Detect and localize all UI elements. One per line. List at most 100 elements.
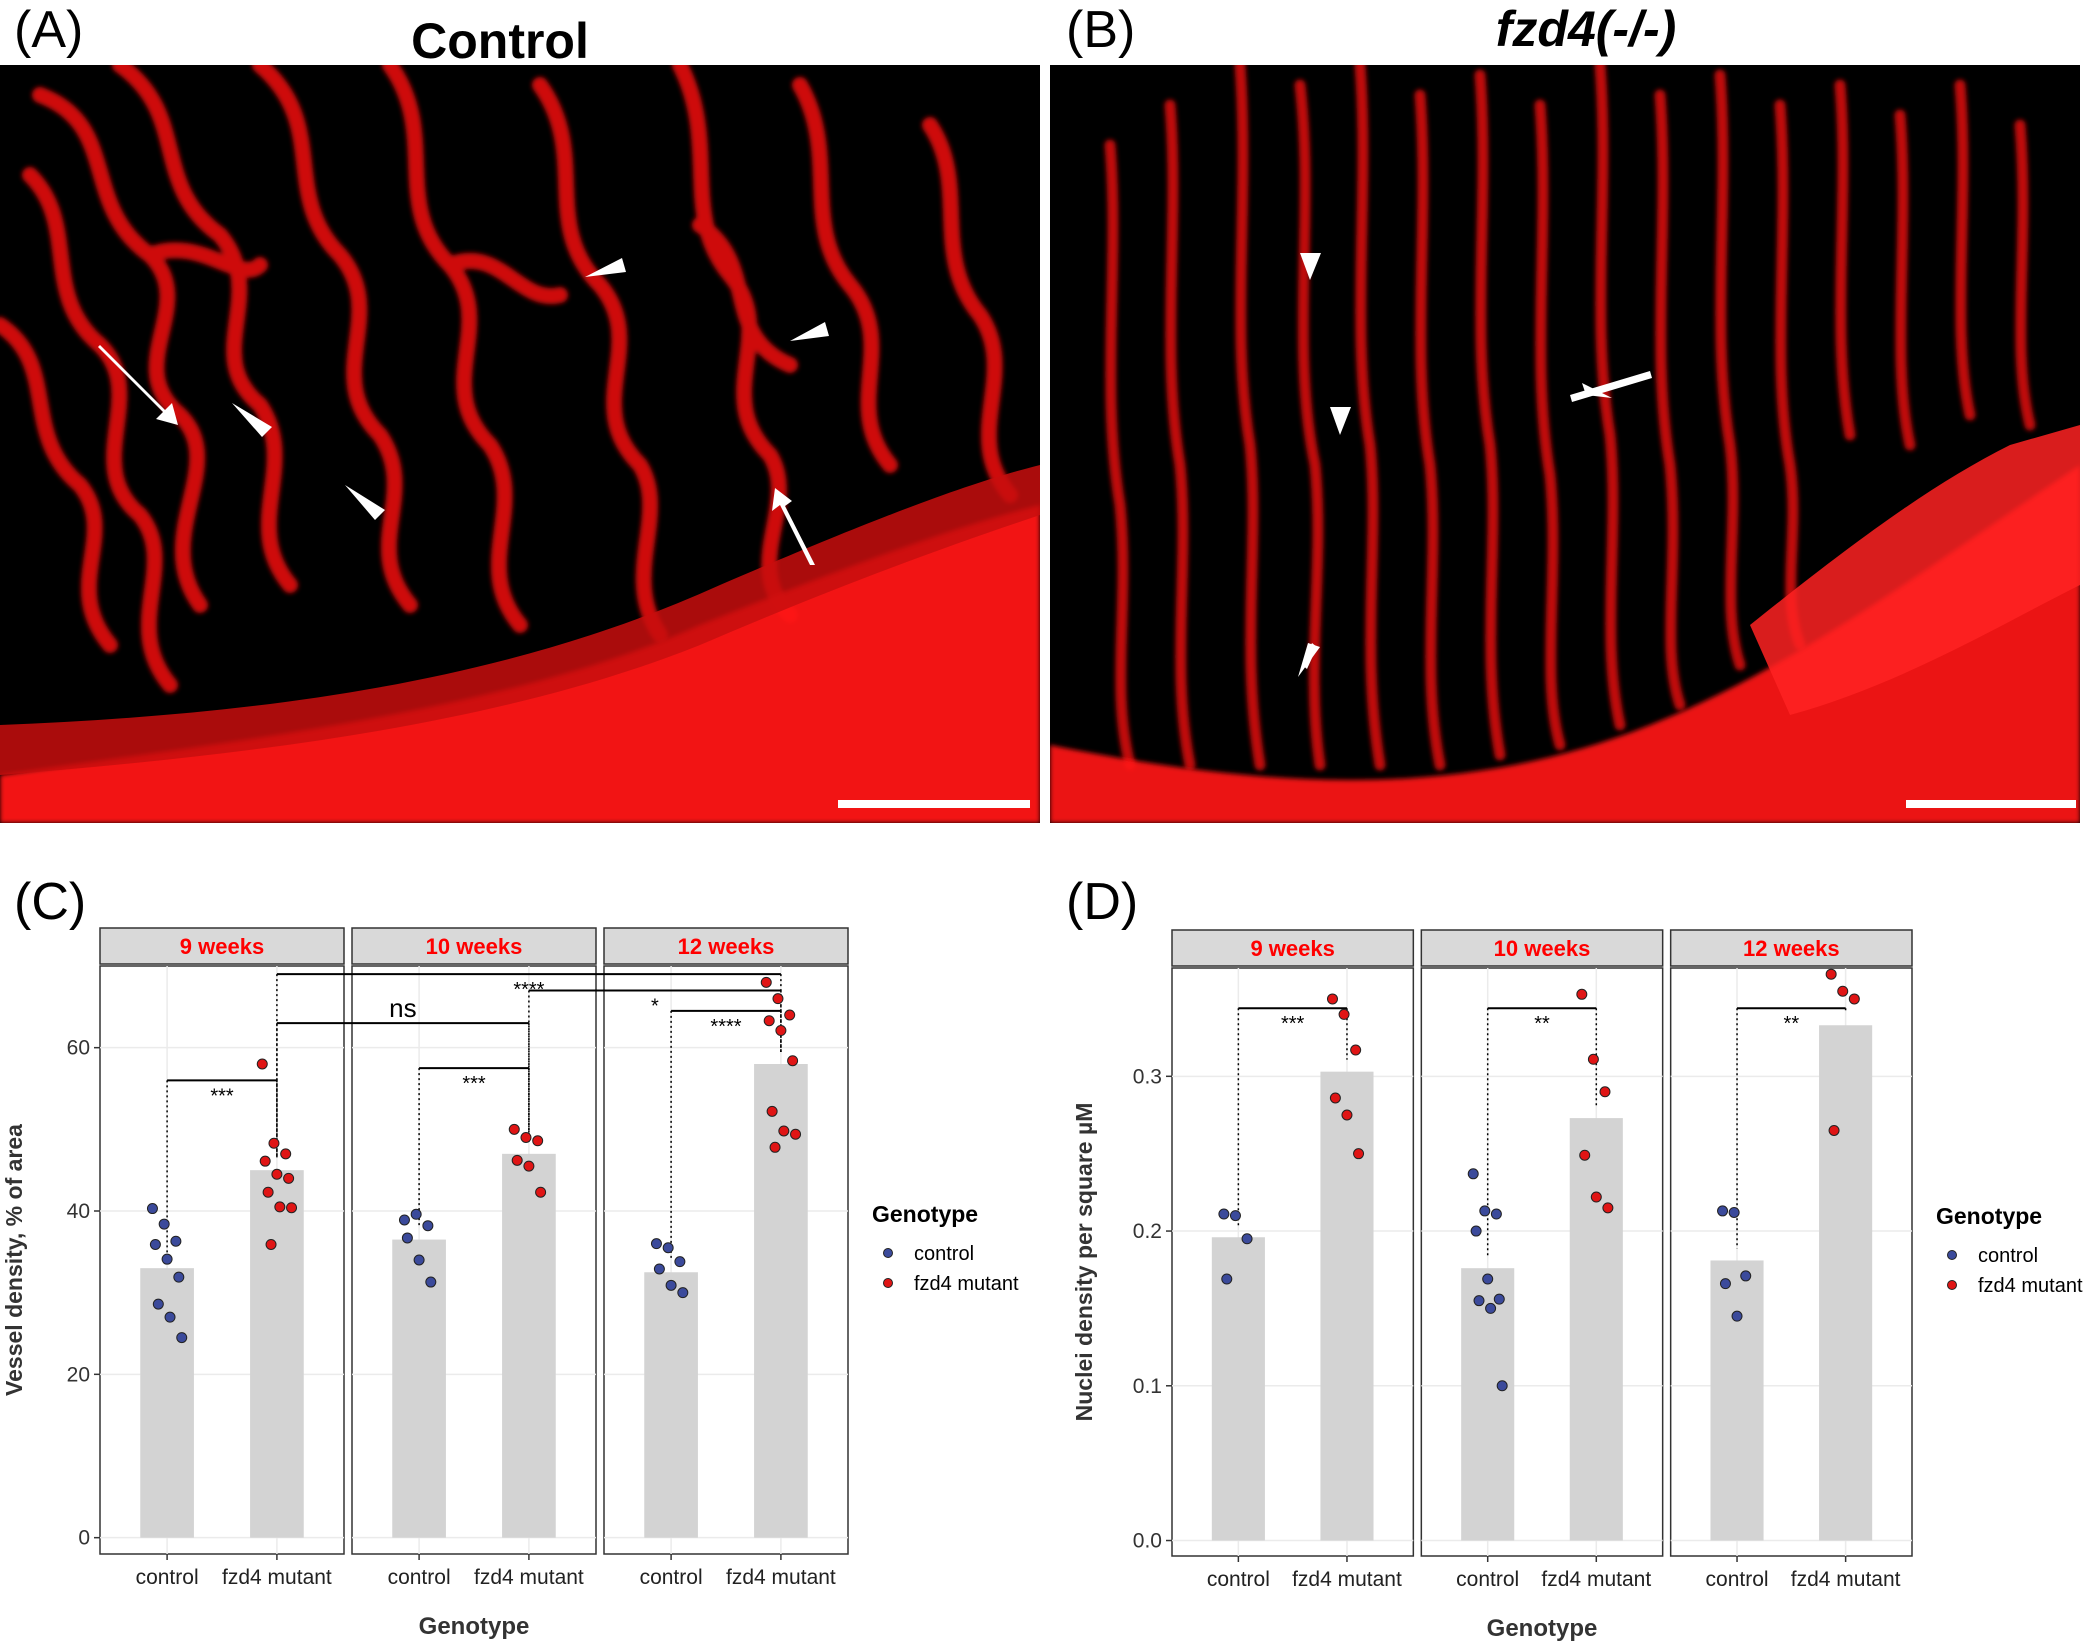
chart-c-ytick-label-0: 0 xyxy=(78,1527,90,1550)
chart-c-facet-label-1: 10 weeks xyxy=(426,934,523,959)
chart-c-point-fzd4-mutant-2-0 xyxy=(760,976,772,988)
chart-c-point-fzd4-mutant-2-3 xyxy=(763,1015,775,1027)
chart-c-panel-2 xyxy=(603,965,849,1555)
chart-c-bar-1-fzd4-mutant xyxy=(502,1153,556,1538)
chart-d-bar-2-control xyxy=(1710,1260,1764,1541)
chart-c-legend-label-0: control xyxy=(914,1243,974,1265)
chart-d-point-control-1-1 xyxy=(1479,1205,1491,1217)
chart-d-point-control-1-7 xyxy=(1485,1302,1497,1314)
chart-d-strip-2 xyxy=(1669,929,1913,967)
chart-c-point-fzd4-mutant-0-5 xyxy=(283,1172,295,1184)
chart-c-ylabel: Vessel density, % of area xyxy=(1,1124,27,1396)
chart-c-point-control-0-2 xyxy=(170,1235,182,1247)
chart-c-point-fzd4-mutant-2-2 xyxy=(784,1009,796,1021)
chart-d-ytick-label-2: 0.2 xyxy=(1133,1220,1162,1243)
chart-d-point-fzd4-mutant-0-0 xyxy=(1326,993,1338,1005)
chart-d-facet-label-1: 10 weeks xyxy=(1494,936,1591,961)
chart-c-xtick-label-2-0: control xyxy=(640,1566,703,1589)
chart-c-point-control-2-4 xyxy=(665,1279,677,1291)
chart-d-point-control-2-0 xyxy=(1717,1205,1729,1217)
chart-d-bar-1-control xyxy=(1461,1268,1515,1541)
chart-c-point-control-0-8 xyxy=(176,1332,188,1344)
micrograph-control xyxy=(0,65,1040,823)
chart-c-point-control-0-4 xyxy=(161,1253,173,1265)
chart-c-strip-1 xyxy=(351,927,597,965)
chart-c-point-fzd4-mutant-1-1 xyxy=(520,1132,532,1143)
chart-c-point-fzd4-mutant-2-5 xyxy=(787,1055,799,1067)
chart-d-point-control-1-2 xyxy=(1490,1208,1502,1220)
chart-d-point-control-1-4 xyxy=(1482,1273,1494,1285)
chart-c-point-control-0-5 xyxy=(173,1271,185,1283)
chart-d-panel-1 xyxy=(1420,967,1664,1557)
chart-d-bar-0-fzd4-mutant xyxy=(1320,1071,1374,1541)
chart-c-strip-2 xyxy=(603,927,849,965)
chart-d-point-fzd4-mutant-1-2 xyxy=(1599,1086,1611,1098)
chart-d-ytick-label-0: 0.0 xyxy=(1133,1530,1162,1553)
chart-c-bar-0-control xyxy=(140,1268,194,1538)
chart-c-bar-2-control xyxy=(644,1272,698,1538)
chart-d-point-fzd4-mutant-0-4 xyxy=(1341,1109,1353,1121)
chart-d-point-control-0-1 xyxy=(1229,1210,1241,1222)
chart-d-point-control-0-2 xyxy=(1241,1233,1253,1245)
chart-c-xlabel: Genotype xyxy=(419,1613,530,1640)
chart-d-point-control-1-6 xyxy=(1473,1295,1485,1307)
chart-d-xtick-label-2-0: control xyxy=(1706,1568,1769,1591)
chart-c-ytick-label-3: 60 xyxy=(67,1037,90,1060)
chart-c-bar-2-fzd4-mutant xyxy=(754,1064,808,1538)
chart-c-legend-title: Genotype xyxy=(872,1201,978,1227)
chart-c-point-control-1-1 xyxy=(410,1208,422,1220)
chart-c-bar-1-control xyxy=(392,1239,446,1538)
chart-d-legend-key-1 xyxy=(1947,1280,1957,1290)
chart-c-point-fzd4-mutant-2-8 xyxy=(790,1128,802,1140)
chart-d-point-control-1-5 xyxy=(1493,1293,1505,1305)
chart-d-bar-1-fzd4-mutant xyxy=(1569,1118,1623,1541)
chart-c-point-control-2-5 xyxy=(677,1287,689,1299)
chart-c-point-fzd4-mutant-2-7 xyxy=(778,1125,790,1137)
chart-d-point-fzd4-mutant-2-3 xyxy=(1828,1124,1840,1136)
panel-b-letter: (B) xyxy=(1066,1,1136,59)
chart-c-point-fzd4-mutant-0-2 xyxy=(280,1148,292,1160)
chart-d-legend-key-0 xyxy=(1947,1250,1957,1260)
chart-d-xtick-label-2-1: fzd4 mutant xyxy=(1791,1568,1901,1591)
chart-d-sig-label-0: *** xyxy=(1281,1013,1305,1035)
chart-c-point-control-0-3 xyxy=(149,1238,161,1250)
chart-c-point-control-2-2 xyxy=(674,1256,686,1268)
chart-d-xtick-label-0-1: fzd4 mutant xyxy=(1292,1568,1402,1591)
chart-c-point-fzd4-mutant-0-6 xyxy=(262,1186,274,1198)
chart-c-point-fzd4-mutant-0-7 xyxy=(274,1201,286,1213)
chart-d-point-fzd4-mutant-2-2 xyxy=(1848,993,1860,1005)
chart-d-point-fzd4-mutant-2-1 xyxy=(1837,985,1849,997)
chart-c-point-control-2-1 xyxy=(662,1242,674,1254)
chart-d-point-control-1-8 xyxy=(1496,1380,1508,1392)
chart-c-point-control-0-0 xyxy=(146,1203,158,1215)
chart-c-point-control-1-4 xyxy=(413,1254,425,1266)
chart-c-xtick-label-0-1: fzd4 mutant xyxy=(222,1566,332,1589)
chart-c-legend-label-1: fzd4 mutant xyxy=(914,1273,1019,1295)
chart-d-strip-1 xyxy=(1420,929,1664,967)
chart-d-point-fzd4-mutant-1-4 xyxy=(1590,1191,1602,1203)
chart-c-point-fzd4-mutant-0-0 xyxy=(256,1058,268,1070)
chart-d-bar-0-control xyxy=(1211,1237,1265,1541)
chart-c-point-fzd4-mutant-2-9 xyxy=(769,1141,781,1153)
chart-c-xtick-label-0-0: control xyxy=(136,1566,199,1589)
chart-c-point-fzd4-mutant-2-1 xyxy=(772,993,784,1005)
chart-c-point-fzd4-mutant-0-3 xyxy=(259,1155,271,1167)
chart-c-xtick-label-1-0: control xyxy=(388,1566,451,1589)
chart-c-legend-key-0 xyxy=(883,1248,893,1258)
chart-d-point-control-0-3 xyxy=(1221,1273,1233,1285)
chart-d-point-control-1-0 xyxy=(1467,1168,1479,1180)
chart-c-ytick-label-2: 40 xyxy=(67,1200,90,1223)
chart-d-ylabel: Nuclei density per square µM xyxy=(1071,1103,1097,1422)
chart-c-point-fzd4-mutant-1-4 xyxy=(523,1160,535,1172)
chart-d-point-fzd4-mutant-0-3 xyxy=(1329,1092,1341,1104)
chart-d-sig-label-1: ** xyxy=(1534,1013,1550,1035)
chart-c-legend-key-1 xyxy=(883,1278,893,1288)
chart-d-panel-2 xyxy=(1669,967,1913,1557)
chart-d-bar-2-fzd4-mutant xyxy=(1819,1025,1873,1541)
chart-c-sig-label-4: * xyxy=(651,996,659,1018)
chart-d-point-control-2-1 xyxy=(1728,1206,1740,1218)
chart-c-sig-label-1: *** xyxy=(462,1073,486,1095)
chart-d-sig-label-2: ** xyxy=(1784,1013,1800,1035)
chart-d-point-control-2-2 xyxy=(1740,1270,1752,1282)
